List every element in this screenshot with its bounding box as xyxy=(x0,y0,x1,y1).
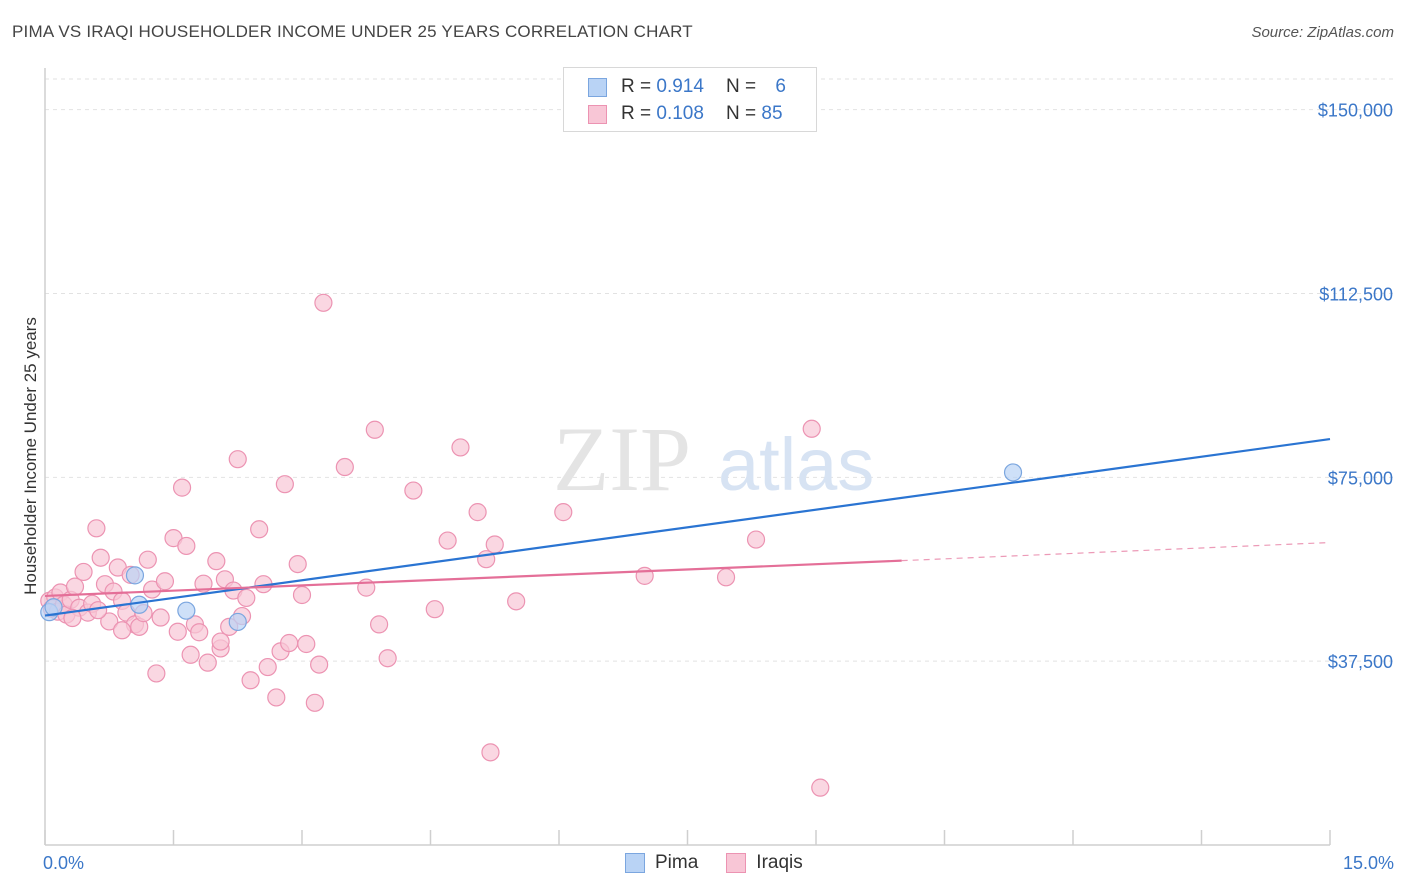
data-point xyxy=(138,550,157,569)
legend-swatch-iraqis xyxy=(588,104,607,124)
y-tick-label: $112,500 xyxy=(1319,284,1393,304)
data-point xyxy=(365,420,384,439)
data-point xyxy=(310,655,329,674)
data-point xyxy=(147,664,166,683)
data-point xyxy=(438,531,457,550)
legend-n-value: 6 xyxy=(775,76,786,97)
y-tick-label: $150,000 xyxy=(1318,101,1393,121)
data-point xyxy=(292,585,312,605)
data-point xyxy=(87,519,106,538)
watermark-atlas: atlas xyxy=(718,423,874,506)
legend-box: R = 0.914 N = 6 R = 0.108 N = 85 xyxy=(563,67,817,132)
data-point xyxy=(155,572,175,591)
data-point xyxy=(125,566,145,585)
data-point xyxy=(275,475,294,494)
data-point xyxy=(404,481,423,500)
data-point xyxy=(228,450,247,469)
data-point xyxy=(280,633,299,653)
data-point xyxy=(288,554,307,574)
data-point xyxy=(142,580,162,599)
points-layer xyxy=(40,293,1023,797)
legend-r-value: 0.914 xyxy=(656,76,704,97)
data-point xyxy=(228,612,247,632)
data-point xyxy=(335,457,354,477)
data-point xyxy=(177,536,196,556)
series-points-pima xyxy=(40,463,1023,632)
bottom-legend-label-pima: Pima xyxy=(655,852,699,873)
x-tick-label: 15.0% xyxy=(1343,853,1394,873)
y-axis-title: Householder Income Under 25 years xyxy=(21,317,40,595)
bottom-legend-iraqis[interactable]: Iraqis xyxy=(726,852,803,874)
data-point xyxy=(468,503,487,522)
bottom-legend-pima[interactable]: Pima xyxy=(625,852,698,874)
data-point xyxy=(314,293,333,312)
data-point xyxy=(451,438,470,457)
bottom-legend: Pima Iraqis xyxy=(625,852,831,874)
y-tick-label: $75,000 xyxy=(1328,468,1393,488)
data-point xyxy=(100,612,119,631)
watermark-zip: ZIP xyxy=(553,408,691,510)
data-point xyxy=(378,649,397,668)
data-point xyxy=(507,592,526,611)
data-point xyxy=(181,645,200,664)
data-point xyxy=(130,595,149,614)
data-point xyxy=(250,520,269,539)
data-point xyxy=(65,577,85,596)
legend-n-label: N = xyxy=(726,76,762,97)
chart-title: PIMA VS IRAQI HOUSEHOLDER INCOME UNDER 2… xyxy=(12,22,693,41)
data-point xyxy=(198,653,217,672)
data-point xyxy=(112,621,132,640)
bottom-legend-swatch-pima xyxy=(625,853,645,873)
data-point xyxy=(297,634,316,654)
data-point xyxy=(91,548,110,567)
legend-row-iraqis: R = 0.108 N = 85 xyxy=(588,102,816,126)
labels-layer: $37,500 $75,000 $112,500 $150,000 0.0% 15.0% H… xyxy=(21,101,1394,873)
series-points-iraqis xyxy=(40,293,830,797)
data-point xyxy=(481,743,500,762)
data-point xyxy=(485,535,504,554)
data-point xyxy=(74,562,93,582)
data-point xyxy=(267,688,286,707)
data-point xyxy=(305,693,324,712)
legend-n-value: 85 xyxy=(761,103,783,124)
source-label: Source: ZipAtlas.com xyxy=(1251,24,1394,41)
data-point xyxy=(258,657,277,677)
data-point xyxy=(425,600,444,619)
legend-row-pima: R = 0.914 N = 6 xyxy=(588,75,816,99)
axes-layer xyxy=(44,68,1331,846)
data-point xyxy=(802,419,821,438)
trend-layer xyxy=(44,437,1331,617)
data-point xyxy=(211,632,230,651)
data-point xyxy=(151,608,170,627)
trend-line-iraqis xyxy=(44,559,902,598)
data-point xyxy=(177,601,196,620)
legend-r-value: 0.108 xyxy=(656,103,704,124)
x-tick-label: 0.0% xyxy=(43,853,84,873)
data-point xyxy=(194,574,213,593)
data-point xyxy=(63,608,82,628)
data-point xyxy=(207,552,226,571)
legend-r-label: R = xyxy=(621,76,657,97)
watermark: ZIP atlas xyxy=(553,408,874,510)
legend-n-label: N = xyxy=(726,103,762,124)
data-point xyxy=(44,598,63,617)
data-point xyxy=(1003,463,1023,482)
data-point xyxy=(168,622,187,641)
data-point xyxy=(370,615,389,634)
data-point xyxy=(811,778,830,797)
data-point xyxy=(237,588,256,608)
data-point xyxy=(241,671,260,690)
data-point xyxy=(172,478,192,497)
data-point xyxy=(746,530,766,549)
legend-r-label: R = xyxy=(621,103,657,124)
y-tick-label: $37,500 xyxy=(1328,652,1393,672)
data-point xyxy=(190,623,209,642)
data-point xyxy=(554,503,573,522)
legend-swatch-pima xyxy=(588,77,607,97)
data-point xyxy=(716,568,736,587)
bottom-legend-swatch-iraqis xyxy=(726,853,747,873)
trend-line-extension-iraqis xyxy=(901,541,1331,562)
bottom-legend-label-iraqis: Iraqis xyxy=(756,852,803,873)
